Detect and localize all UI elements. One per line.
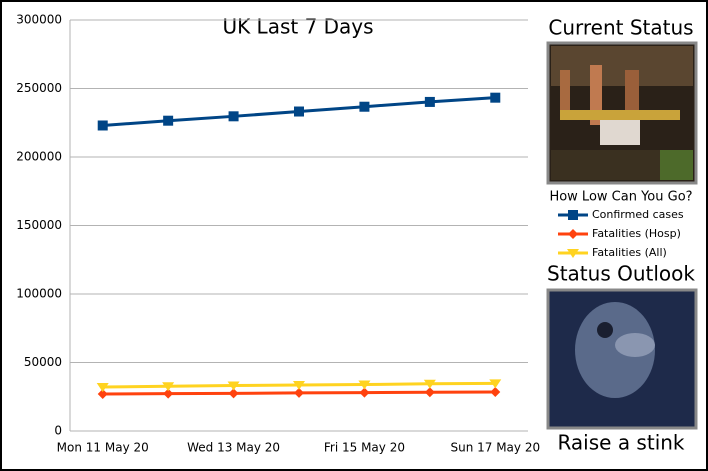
legend-label: Fatalities (All) bbox=[592, 246, 667, 259]
status-image bbox=[546, 41, 698, 185]
y-tick-label: 100000 bbox=[16, 287, 62, 301]
marker bbox=[97, 389, 108, 400]
y-tick-label: 0 bbox=[54, 424, 62, 438]
marker bbox=[424, 96, 435, 107]
x-tick-label: Fri 15 May 20 bbox=[324, 441, 405, 455]
y-tick-label: 300000 bbox=[16, 13, 62, 27]
marker bbox=[568, 210, 578, 220]
x-tick-label: Mon 11 May 20 bbox=[57, 441, 149, 455]
marker bbox=[294, 387, 304, 398]
marker bbox=[424, 387, 435, 398]
chart-title: UK Last 7 Days bbox=[222, 15, 373, 39]
marker bbox=[490, 92, 501, 103]
marker bbox=[228, 388, 239, 399]
marker bbox=[358, 380, 371, 390]
marker bbox=[359, 101, 370, 112]
marker bbox=[489, 379, 502, 389]
marker bbox=[96, 383, 109, 393]
legend-label: Confirmed cases bbox=[592, 208, 684, 221]
marker bbox=[162, 382, 175, 392]
panel-caption: Raise a stink bbox=[557, 431, 684, 455]
panel-heading: Current Status bbox=[548, 16, 693, 40]
y-tick-label: 250000 bbox=[16, 81, 62, 95]
marker bbox=[227, 381, 240, 391]
panel-heading: Status Outlook bbox=[547, 262, 695, 286]
x-tick-label: Sun 17 May 20 bbox=[450, 441, 540, 455]
x-tick-label: Wed 13 May 20 bbox=[187, 441, 280, 455]
y-tick-label: 50000 bbox=[24, 355, 62, 369]
y-tick-label: 200000 bbox=[16, 150, 62, 164]
marker bbox=[293, 380, 305, 390]
marker bbox=[490, 386, 501, 397]
marker bbox=[423, 379, 436, 389]
panel-caption: How Low Can You Go? bbox=[549, 190, 692, 205]
outlook-image bbox=[546, 288, 698, 430]
marker bbox=[359, 387, 370, 398]
marker bbox=[163, 115, 174, 126]
marker bbox=[568, 229, 578, 239]
legend-label: Fatalities (Hosp) bbox=[592, 227, 681, 240]
marker bbox=[567, 249, 579, 258]
marker bbox=[163, 388, 174, 399]
marker bbox=[228, 111, 239, 122]
marker bbox=[97, 120, 108, 131]
marker bbox=[294, 106, 304, 117]
y-tick-label: 150000 bbox=[16, 218, 62, 232]
